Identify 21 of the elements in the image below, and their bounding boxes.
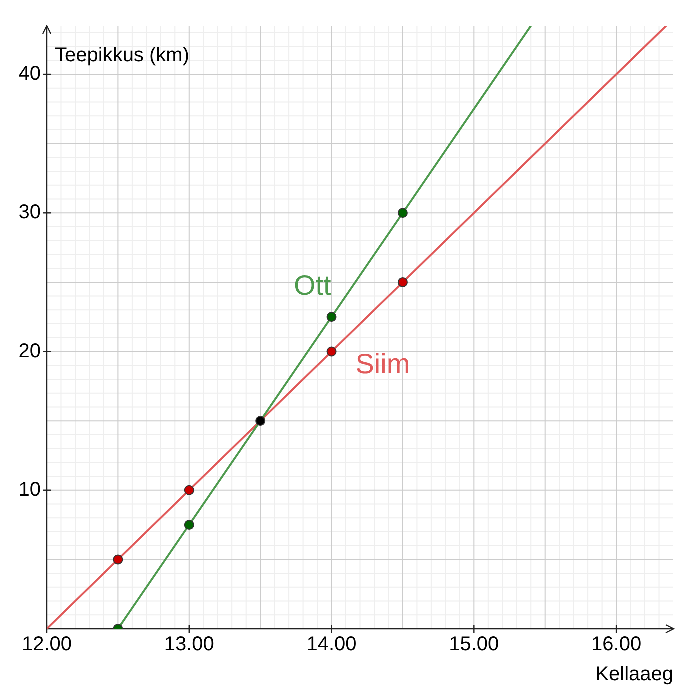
point [326,346,337,357]
point [326,312,337,322]
y-tick-label: 20 [18,340,41,362]
x-tick-label: 15.00 [449,634,500,656]
point [398,208,408,218]
series-label: Ott [294,270,332,302]
point [184,520,194,530]
x-axis-title: Kellaaeg [596,664,674,686]
y-axis-title: Teepikkus (km) [55,44,190,67]
x-tick-label: 14.00 [306,634,357,656]
y-tick-label: 40 [18,63,41,86]
point [184,485,194,496]
point [256,416,266,426]
y-tick-label: 30 [18,202,41,224]
point [398,277,408,288]
x-tick-label: 12.00 [22,634,72,656]
series-label: Siim [356,348,410,380]
x-tick-label: 16.00 [592,634,642,656]
x-tick-label: 13.00 [164,634,214,656]
point [113,554,124,565]
y-tick-label: 10 [18,478,41,501]
